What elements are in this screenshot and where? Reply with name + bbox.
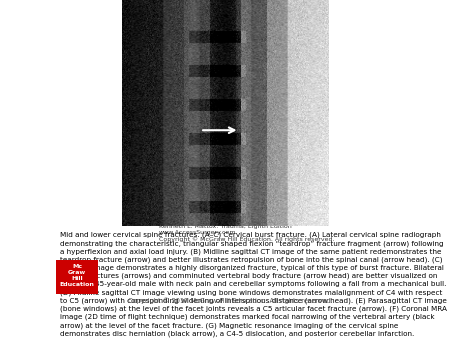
Text: Mid and lower cervical spine fractures. (A–C) Cervical burst fracture. (A) Later: Mid and lower cervical spine fractures. … [60,232,447,337]
Text: A: A [152,215,160,225]
FancyBboxPatch shape [56,261,98,294]
Text: Copyright © 2017 McGraw-Hill Education. All rights reserved.: Copyright © 2017 McGraw-Hill Education. … [128,297,333,304]
Text: Source: Ernest K. Moore, David V. Feliciano,
Kenneth L. Mattox: Trauma, Eighth E: Source: Ernest K. Moore, David V. Felici… [159,218,335,242]
Text: Mc
Graw
Hill
Education: Mc Graw Hill Education [60,264,94,287]
